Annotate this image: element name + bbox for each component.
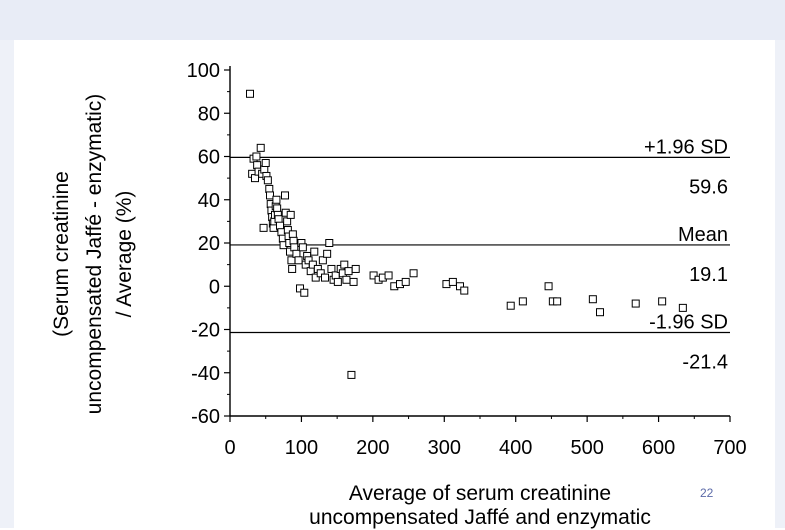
x-tick-label: 600 [642,437,675,459]
reference-line-label: Mean [678,224,728,246]
x-tick-label: 100 [285,437,318,459]
data-point [342,275,351,284]
x-tick-label: 700 [713,437,746,459]
x-tick-label: 300 [428,437,461,459]
data-point [288,230,297,239]
slide-left-edge [0,40,14,528]
data-point [294,256,303,265]
data-point [321,273,329,282]
data-point [265,184,274,193]
data-point [251,174,259,183]
data-point [310,247,319,256]
y-tick-label: -40 [191,363,220,385]
y-tick-label: 0 [209,276,220,298]
data-point [300,288,309,297]
data-point [283,217,292,226]
data-point [331,271,340,280]
data-point [287,256,296,265]
data-point [448,277,457,286]
data-point [544,282,553,291]
data-point [308,260,317,269]
reference-line-label: +1.96 SD [644,136,728,158]
data-point [401,277,410,286]
data-point [311,273,320,282]
data-point [318,256,327,265]
data-point [290,243,299,252]
data-point [344,267,353,276]
y-axis-label-line-3: / Average (%) [113,190,136,318]
data-point [253,161,262,170]
data-point [384,271,393,280]
data-point [588,295,597,304]
data-point [678,303,687,312]
reference-line-value: 19.1 [689,264,728,286]
x-tick-label: 500 [570,437,603,459]
data-point [259,223,268,232]
x-tick-label: 200 [356,437,389,459]
data-point [456,282,464,291]
data-point [252,152,261,161]
data-point [292,249,301,258]
data-point [327,264,336,273]
data-point [325,239,334,247]
y-tick-label: 20 [198,233,220,255]
data-point [298,243,307,252]
slide-page-number: 22 [700,486,714,500]
data-point [596,308,604,317]
data-point [347,370,356,379]
data-point [333,277,342,286]
data-point [263,176,272,185]
y-tick-label: 40 [198,190,220,212]
y-tick-label: 60 [198,147,220,169]
y-tick-label: 100 [187,60,220,82]
data-point [409,269,418,278]
x-axis-label-line-1: Average of serum creatinine [348,482,612,505]
data-point [518,297,527,306]
data-point [351,264,360,273]
reference-line-value: 59.6 [689,176,728,198]
reference-lines: +1.96 SD 59.6 Mean 19.1 -1.96 SD -21.4 [230,136,730,374]
data-point [260,165,269,174]
y-axis-label-line-2: uncompensated Jaffé - enzymatic) [83,93,106,415]
slide-header-band [0,0,785,40]
data-point [323,249,332,258]
data-point [506,301,515,310]
data-point [246,89,254,98]
data-point [266,191,274,200]
data-point [274,215,283,224]
data-point [289,236,298,245]
data-point [286,210,295,219]
x-tick-label: 0 [224,437,235,459]
data-point [276,221,284,230]
y-tick-label: -60 [191,406,220,428]
data-point [288,264,297,273]
data-point [631,299,640,308]
y-axis-label-line-1: (Serum creatinine [50,171,73,337]
data-point [306,267,315,276]
x-axis-label-line-2: uncompensated Jaffé and enzymatic [309,506,651,529]
data-point [281,191,289,200]
data-point [273,204,282,213]
y-tick-label: -20 [191,320,220,342]
reference-line-label: -1.96 SD [649,312,728,334]
data-point [256,143,265,152]
slide-right-edge [775,40,785,528]
scatter-points [246,89,687,379]
data-point [296,284,304,293]
data-point [261,158,270,167]
data-point [272,195,281,204]
data-point [349,277,358,286]
y-tick-label: 80 [198,103,220,125]
x-tick-label: 400 [499,437,532,459]
data-point [340,260,349,269]
data-point [369,271,378,280]
reference-line-value: -21.4 [682,352,728,374]
data-point [460,286,469,295]
data-point [553,297,562,306]
data-point [658,297,667,306]
data-point [304,256,313,265]
data-point [316,269,325,278]
